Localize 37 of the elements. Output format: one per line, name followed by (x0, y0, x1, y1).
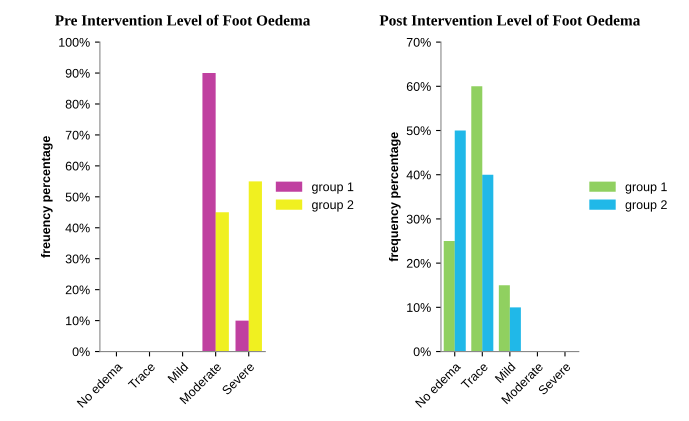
y-tick-label: 70% (66, 130, 90, 140)
bar (236, 320, 249, 352)
y-tick-label: 90% (66, 68, 90, 78)
y-tick-label: 100% (59, 38, 90, 47)
y-axis-title: freuency percentage (40, 136, 53, 258)
y-tick-label: 40% (65, 224, 90, 232)
chart-title: Pre Intervention Level of Foot Oedema (55, 14, 310, 26)
legend-label: group 1 (626, 182, 667, 194)
y-tick-label: 60% (66, 162, 90, 171)
bar (202, 73, 216, 352)
bar (498, 285, 510, 352)
y-tick-label: 20% (406, 258, 431, 268)
bar (454, 130, 466, 352)
bar (510, 307, 521, 352)
y-tick-label: 30% (66, 254, 90, 264)
chart-title: Post Intervention Level of Foot Oedema (380, 14, 640, 26)
y-tick-label: 50% (406, 126, 431, 136)
bar (444, 241, 455, 352)
y-tick-label: 80% (66, 100, 90, 109)
y-tick-label: 50% (66, 192, 90, 202)
bar (482, 174, 494, 352)
legend-label: group 1 (312, 182, 354, 194)
y-tick-label: 20% (66, 285, 90, 294)
y-tick-label: 0% (414, 347, 431, 356)
legend-label: group 2 (312, 200, 354, 212)
y-tick-label: 10% (66, 316, 90, 326)
y-tick-label: 60% (406, 82, 431, 91)
y-tick-label: 10% (407, 303, 431, 312)
bar (216, 212, 229, 352)
bar (471, 86, 482, 352)
y-tick-label: 30% (406, 214, 431, 224)
y-tick-label: 40% (406, 170, 431, 180)
legend-label: group 2 (626, 200, 667, 212)
y-axis-title: frequency percentage (388, 132, 401, 262)
y-tick-label: 0% (72, 347, 90, 356)
y-tick-label: 70% (406, 38, 431, 47)
bar (248, 181, 262, 352)
